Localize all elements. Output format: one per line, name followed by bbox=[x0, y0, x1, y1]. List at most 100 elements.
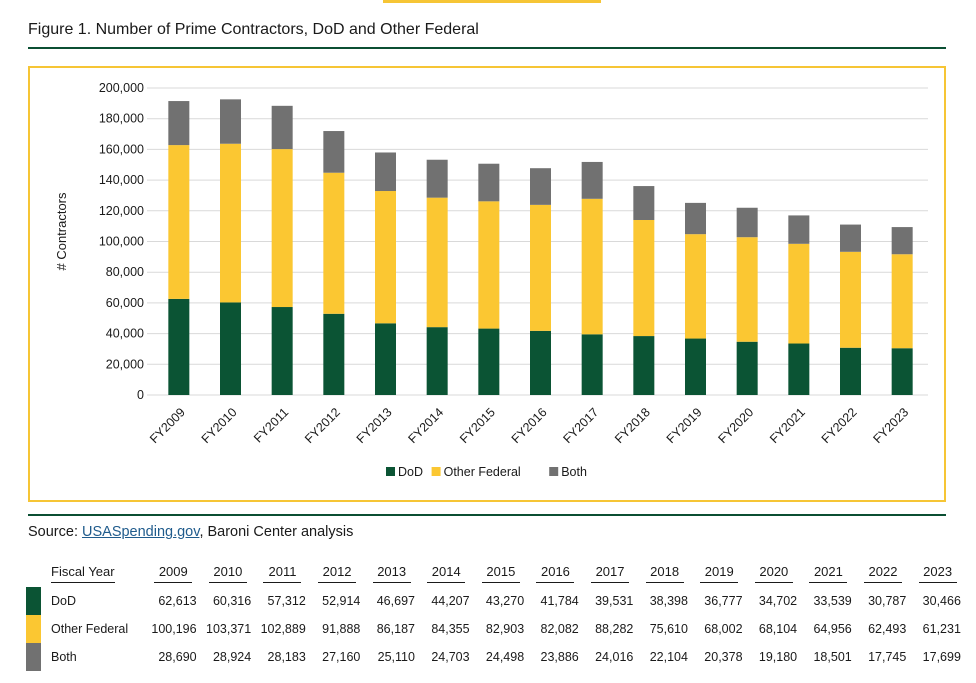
bar-segment-dod bbox=[891, 348, 913, 395]
y-tick-label: 0 bbox=[137, 388, 144, 402]
y-tick-label: 180,000 bbox=[99, 112, 144, 126]
bar-segment-other-federal bbox=[220, 143, 241, 303]
bar-segment-other-federal bbox=[478, 201, 500, 329]
bar-segment-dod bbox=[426, 327, 448, 395]
bar-segment-dod bbox=[736, 341, 758, 395]
table-cell: 20,378 bbox=[704, 650, 743, 664]
bar-segment-dod bbox=[478, 328, 500, 395]
bar-segment-other-federal bbox=[736, 237, 758, 342]
table-cell: 17,699 bbox=[922, 650, 961, 664]
year-header: 2014 bbox=[419, 559, 474, 587]
x-tick-label: FY2023 bbox=[870, 405, 911, 446]
y-tick-label: 100,000 bbox=[99, 235, 144, 249]
table-cell: 39,531 bbox=[595, 594, 634, 608]
table-cell: 64,956 bbox=[813, 622, 852, 636]
bar-segment-both bbox=[220, 99, 241, 144]
figure-title: Figure 1. Number of Prime Contractors, D… bbox=[28, 21, 479, 38]
table-cell: 30,466 bbox=[922, 594, 961, 608]
table-cell: 86,187 bbox=[376, 622, 415, 636]
bar-segment-dod bbox=[840, 347, 861, 395]
x-tick-label: FY2012 bbox=[302, 405, 343, 446]
table-cell: 100,196 bbox=[151, 622, 197, 636]
bar-segment-other-federal bbox=[271, 149, 293, 308]
table-header-label: Fiscal Year bbox=[26, 559, 146, 587]
legend-swatch bbox=[549, 467, 559, 476]
bar-segment-other-federal bbox=[633, 219, 655, 337]
table-cell: 28,183 bbox=[267, 650, 306, 664]
table-cell: 22,104 bbox=[649, 650, 688, 664]
bar-segment-dod bbox=[633, 336, 655, 395]
bar-segment-both bbox=[478, 163, 500, 202]
table-cell: 82,903 bbox=[485, 622, 525, 636]
bar-segment-both bbox=[581, 161, 603, 199]
bar-segment-other-federal bbox=[168, 145, 190, 299]
bar-segment-dod bbox=[323, 313, 345, 395]
legend-label: Other Federal bbox=[444, 465, 521, 479]
y-tick-label: 80,000 bbox=[106, 265, 144, 279]
x-tick-label: FY2020 bbox=[715, 405, 756, 446]
row-label: Other Federal bbox=[26, 615, 146, 643]
y-tick-label: 20,000 bbox=[106, 357, 144, 371]
chart-frame: 0 20,000 40,000 60,000 80,000 100,000 120,000 1… bbox=[28, 66, 946, 502]
bar-segment-other-federal bbox=[581, 198, 603, 335]
legend-swatch bbox=[386, 467, 395, 476]
source-link[interactable]: USASpending.gov bbox=[82, 524, 200, 540]
year-header: 2017 bbox=[583, 559, 638, 587]
stacked-bar-chart: 0 20,000 40,000 60,000 80,000 100,000 120,000 1… bbox=[54, 81, 928, 479]
year-header: 2021 bbox=[801, 559, 856, 587]
table-cell: 61,231 bbox=[922, 622, 961, 636]
x-tick-label: FY2009 bbox=[147, 405, 188, 446]
source-suffix: , Baroni Center analysis bbox=[199, 524, 354, 540]
bar-segment-other-federal bbox=[375, 191, 396, 324]
x-tick-label: FY2010 bbox=[199, 405, 240, 446]
bar-segment-other-federal bbox=[323, 172, 345, 314]
x-tick-label: FY2015 bbox=[457, 405, 498, 446]
year-header: 2022 bbox=[856, 559, 911, 587]
title-divider bbox=[28, 47, 946, 49]
table-cell: 102,889 bbox=[260, 622, 306, 636]
year-header: 2012 bbox=[310, 559, 365, 587]
table-cell: 38,398 bbox=[649, 594, 688, 608]
bar-segment-both bbox=[840, 224, 861, 252]
table-cell: 23,886 bbox=[540, 650, 579, 664]
top-accent-bar bbox=[383, 0, 601, 3]
table-row: Other Federal 100,196 103,371 102,889 91,888… bbox=[26, 615, 965, 643]
bar-segment-dod bbox=[271, 307, 293, 395]
table-cell: 24,703 bbox=[431, 650, 470, 664]
table-cell: 44,207 bbox=[431, 594, 470, 608]
row-color-swatch bbox=[26, 643, 41, 671]
bar-segment-dod bbox=[788, 343, 810, 395]
x-tick-label: FY2014 bbox=[405, 405, 446, 446]
y-tick-label: 160,000 bbox=[99, 142, 144, 156]
y-tick-label: 40,000 bbox=[106, 327, 144, 341]
table-cell: 43,270 bbox=[485, 594, 525, 608]
table-cell: 46,697 bbox=[376, 594, 415, 608]
year-header: 2016 bbox=[528, 559, 583, 587]
year-header: 2019 bbox=[692, 559, 747, 587]
x-tick-label: FY2022 bbox=[819, 405, 860, 446]
bar-segment-other-federal bbox=[840, 251, 861, 348]
table-cell: 34,702 bbox=[758, 594, 798, 608]
row-color-swatch bbox=[26, 587, 41, 615]
bar-segment-both bbox=[323, 131, 345, 173]
year-header: 2015 bbox=[474, 559, 529, 587]
y-tick-label: 200,000 bbox=[99, 81, 144, 95]
bar-segment-other-federal bbox=[530, 204, 551, 331]
x-tick-label: FY2011 bbox=[251, 405, 291, 445]
legend-label: DoD bbox=[398, 465, 423, 479]
table-cell: 62,493 bbox=[868, 622, 907, 636]
bar-segment-dod bbox=[168, 298, 190, 395]
x-tick-label: FY2016 bbox=[509, 405, 550, 446]
year-header: 2018 bbox=[637, 559, 692, 587]
x-tick-label: FY2021 bbox=[767, 405, 808, 446]
table-cell: 28,690 bbox=[158, 650, 197, 664]
legend-swatch bbox=[431, 467, 441, 476]
table-row: DoD 62,613 60,316 57,312 52,914 46,697 44,207 4… bbox=[26, 587, 965, 615]
year-header: 2020 bbox=[747, 559, 802, 587]
table-cell: 103,371 bbox=[206, 622, 252, 636]
y-axis-label: # Contractors bbox=[54, 192, 69, 271]
bar-segment-dod bbox=[581, 334, 603, 395]
table-cell: 88,282 bbox=[595, 622, 634, 636]
table-cell: 30,787 bbox=[868, 594, 907, 608]
table-cell: 24,016 bbox=[595, 650, 634, 664]
